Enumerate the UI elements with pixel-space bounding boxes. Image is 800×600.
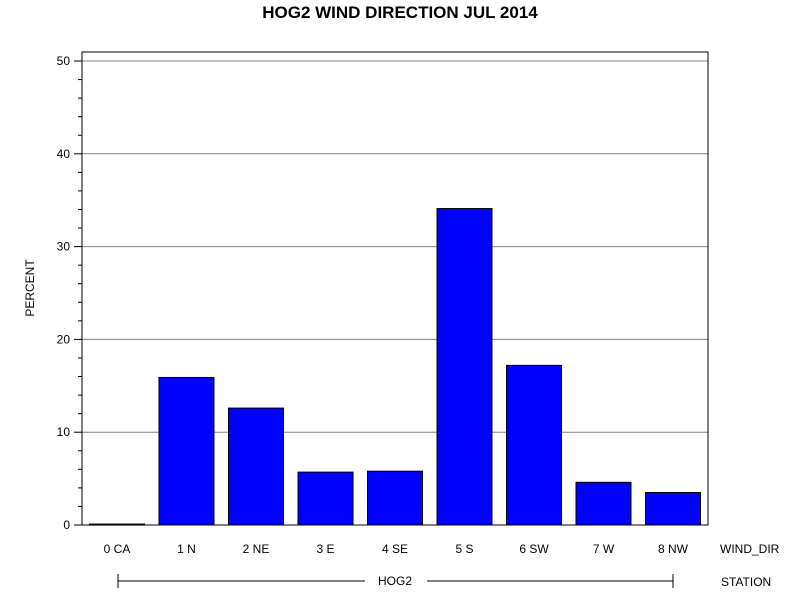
y-tick-label: 0 (63, 518, 70, 532)
x-tick-label: 1 N (177, 542, 196, 556)
bar-2-ne (228, 407, 284, 526)
x-axis-label: WIND_DIR (720, 542, 780, 556)
y-tick-label: 30 (57, 240, 71, 254)
gridlines (82, 60, 708, 433)
bar-4-se (367, 470, 423, 526)
y-tick-label: 10 (57, 425, 71, 439)
y-tick-label: 20 (57, 332, 71, 346)
station-group: HOG2 (117, 574, 674, 588)
x-tick-labels: 0 CA 1 N 2 NE 3 E 4 SE 5 S 6 SW 7 W 8 NW (104, 542, 689, 556)
x-tick-label: 2 NE (243, 542, 270, 556)
chart-title: HOG2 WIND DIRECTION JUL 2014 (262, 3, 538, 22)
bar-7-w (575, 481, 632, 526)
bar-8-nw (645, 492, 701, 526)
bar-1-n (158, 376, 215, 526)
bar-6-sw (506, 364, 562, 526)
y-axis-label: PERCENT (23, 259, 37, 317)
x-tick-label: 6 SW (519, 542, 549, 556)
station-axis-label: STATION (721, 575, 771, 589)
station-group-label: HOG2 (378, 574, 412, 588)
x-tick-label: 4 SE (382, 542, 408, 556)
plot-frame (81, 51, 709, 526)
y-tick-label: 40 (57, 147, 71, 161)
y-axis: 0 10 20 30 40 50 (57, 54, 82, 532)
bar-5-s (436, 208, 493, 526)
x-tick-label: 7 W (593, 542, 615, 556)
x-tick-label: 8 NW (658, 542, 689, 556)
x-tick-label: 0 CA (104, 542, 131, 556)
bar-3-e (297, 471, 354, 526)
x-tick-label: 3 E (316, 542, 334, 556)
x-tick-label: 5 S (455, 542, 473, 556)
bars (89, 208, 701, 526)
y-tick-label: 50 (57, 54, 71, 68)
